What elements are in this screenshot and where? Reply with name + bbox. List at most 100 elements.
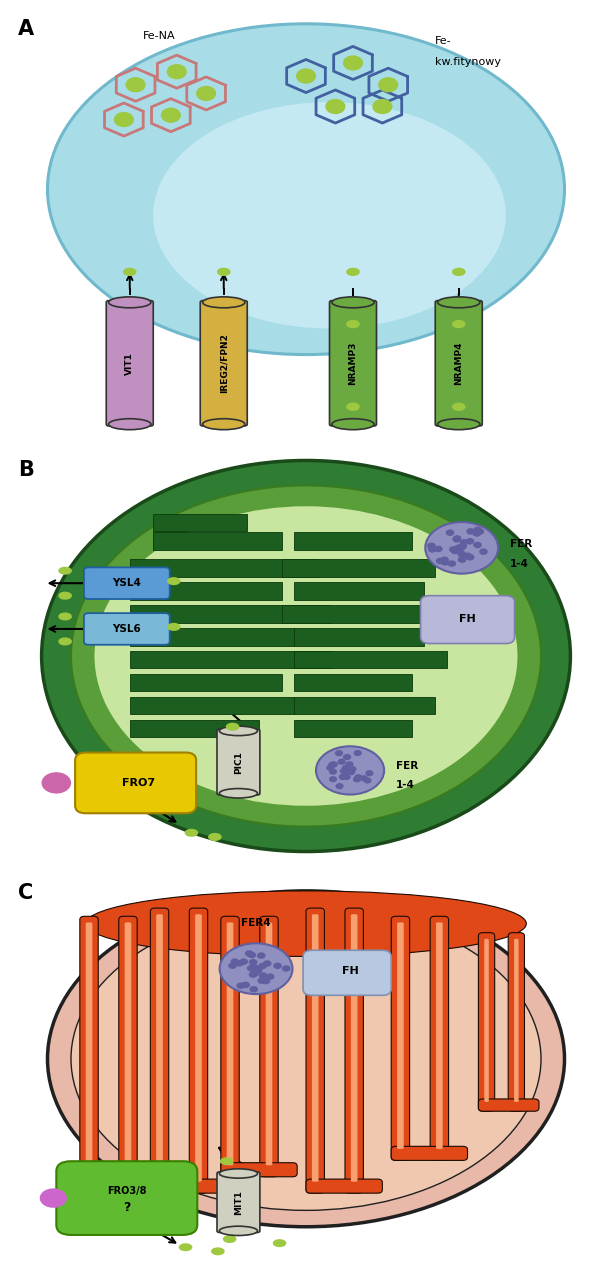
FancyBboxPatch shape <box>151 1179 226 1193</box>
Circle shape <box>162 109 181 122</box>
FancyBboxPatch shape <box>479 933 494 1111</box>
Ellipse shape <box>153 102 506 329</box>
Ellipse shape <box>226 723 239 730</box>
Circle shape <box>457 545 465 550</box>
Circle shape <box>283 966 290 972</box>
Circle shape <box>329 763 336 767</box>
FancyBboxPatch shape <box>329 301 376 426</box>
FancyBboxPatch shape <box>345 908 364 1193</box>
Text: Fe-: Fe- <box>435 36 452 46</box>
Bar <box>153 513 247 531</box>
Circle shape <box>466 554 474 559</box>
Text: MIT1: MIT1 <box>234 1189 243 1215</box>
Ellipse shape <box>219 726 258 736</box>
Circle shape <box>425 522 498 573</box>
Text: NRAMP4: NRAMP4 <box>454 342 463 385</box>
FancyBboxPatch shape <box>75 753 196 813</box>
FancyBboxPatch shape <box>119 916 137 1176</box>
FancyBboxPatch shape <box>221 1162 297 1176</box>
Circle shape <box>336 783 343 788</box>
Ellipse shape <box>94 506 518 806</box>
Ellipse shape <box>108 419 151 430</box>
Circle shape <box>196 87 215 100</box>
Circle shape <box>459 544 466 549</box>
Circle shape <box>340 768 347 773</box>
Ellipse shape <box>274 1240 286 1247</box>
Bar <box>294 582 424 600</box>
Circle shape <box>451 548 458 553</box>
Text: A: A <box>18 19 34 40</box>
Circle shape <box>248 952 255 957</box>
Circle shape <box>167 65 186 78</box>
Circle shape <box>466 539 474 544</box>
Bar <box>153 532 283 550</box>
Ellipse shape <box>438 297 480 307</box>
Circle shape <box>248 966 255 970</box>
Circle shape <box>456 545 463 550</box>
Circle shape <box>480 549 487 554</box>
Text: kw.fitynowy: kw.fitynowy <box>435 58 501 68</box>
Bar <box>294 696 435 714</box>
Circle shape <box>240 959 247 964</box>
FancyBboxPatch shape <box>189 908 207 1193</box>
Circle shape <box>450 547 457 552</box>
Circle shape <box>40 1189 66 1207</box>
Circle shape <box>340 774 346 780</box>
Ellipse shape <box>209 833 221 840</box>
Bar <box>130 605 329 623</box>
Bar <box>130 719 259 737</box>
Circle shape <box>435 547 442 552</box>
Circle shape <box>250 987 258 992</box>
Bar <box>294 652 447 668</box>
Bar <box>294 719 412 737</box>
Ellipse shape <box>203 419 245 430</box>
Circle shape <box>476 529 483 534</box>
FancyBboxPatch shape <box>217 1172 260 1233</box>
FancyBboxPatch shape <box>351 914 357 1181</box>
Text: FRO3/8: FRO3/8 <box>107 1185 146 1196</box>
FancyBboxPatch shape <box>84 613 170 645</box>
Circle shape <box>346 762 353 767</box>
Circle shape <box>428 547 436 552</box>
Ellipse shape <box>347 403 359 411</box>
Circle shape <box>229 963 236 968</box>
FancyBboxPatch shape <box>436 923 442 1149</box>
FancyBboxPatch shape <box>259 916 278 1176</box>
Bar <box>130 696 294 714</box>
Circle shape <box>252 969 259 974</box>
FancyBboxPatch shape <box>125 923 132 1165</box>
Text: PIC1: PIC1 <box>234 750 243 773</box>
Ellipse shape <box>212 1248 224 1254</box>
FancyBboxPatch shape <box>420 595 515 644</box>
Text: 1-4: 1-4 <box>396 780 415 790</box>
Circle shape <box>264 961 271 966</box>
Ellipse shape <box>347 320 359 328</box>
FancyBboxPatch shape <box>306 1179 382 1193</box>
Circle shape <box>366 771 373 776</box>
Circle shape <box>266 974 274 979</box>
Circle shape <box>441 559 449 564</box>
Circle shape <box>231 959 239 964</box>
Ellipse shape <box>218 269 230 275</box>
FancyBboxPatch shape <box>156 914 163 1181</box>
FancyBboxPatch shape <box>80 1162 156 1176</box>
Circle shape <box>327 765 334 771</box>
Ellipse shape <box>124 269 136 275</box>
FancyBboxPatch shape <box>106 301 153 426</box>
Circle shape <box>473 531 480 536</box>
FancyBboxPatch shape <box>303 950 391 996</box>
Circle shape <box>126 78 145 92</box>
FancyBboxPatch shape <box>514 938 518 1102</box>
Ellipse shape <box>219 1226 258 1235</box>
Text: NRAMP3: NRAMP3 <box>348 342 357 385</box>
Ellipse shape <box>219 788 258 797</box>
Ellipse shape <box>332 419 374 430</box>
Circle shape <box>237 983 244 988</box>
Circle shape <box>220 943 293 995</box>
Text: FH: FH <box>341 965 359 975</box>
Circle shape <box>250 960 257 965</box>
Circle shape <box>330 762 337 767</box>
FancyBboxPatch shape <box>80 916 98 1176</box>
Text: YSL6: YSL6 <box>113 623 141 634</box>
Circle shape <box>446 530 453 535</box>
